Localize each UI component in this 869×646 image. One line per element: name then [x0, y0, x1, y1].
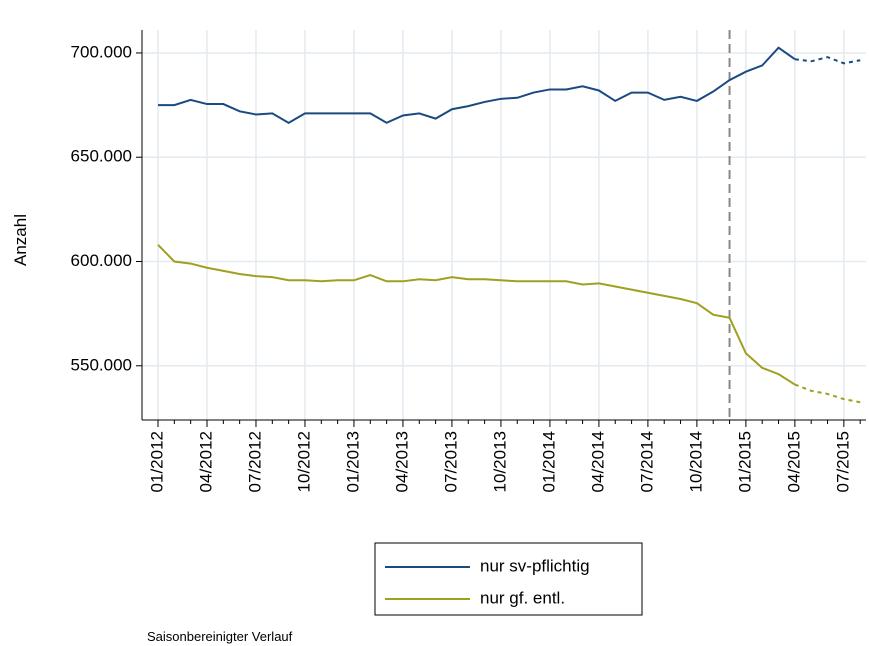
series-line [794, 383, 861, 404]
series-line [158, 46, 796, 124]
legend [374, 542, 643, 616]
x-tick-label: 01/2012 [147, 431, 166, 492]
x-tick-label: 10/2013 [490, 431, 509, 492]
x-tick-label: 07/2015 [833, 431, 852, 492]
series-line [794, 56, 861, 65]
legend-label: nur gf. entl. [480, 588, 565, 607]
x-tick-label: 10/2014 [686, 431, 705, 492]
y-tick-label: 550.000 [71, 355, 132, 374]
y-axis-title: Anzahl [11, 214, 30, 266]
legend-label: nur sv-pflichtig [480, 556, 590, 575]
x-tick-label: 04/2014 [588, 431, 607, 492]
x-tick-label: 01/2014 [539, 431, 558, 492]
x-tick-label: 04/2015 [784, 431, 803, 492]
x-tick-label: 10/2012 [294, 431, 313, 492]
x-tick-label: 04/2013 [392, 431, 411, 492]
x-tick-label: 01/2013 [343, 431, 362, 492]
y-tick-label: 700.000 [71, 42, 132, 61]
x-tick-label: 01/2015 [735, 431, 754, 492]
y-tick-label: 650.000 [71, 147, 132, 166]
footnote: Saisonbereinigter Verlauf [147, 629, 293, 644]
x-tick-label: 07/2013 [441, 431, 460, 492]
plot-area [142, 30, 866, 420]
y-tick-label: 600.000 [71, 251, 132, 270]
series-line [157, 244, 796, 386]
x-tick-label: 07/2012 [245, 431, 264, 492]
x-tick-label: 04/2012 [196, 431, 215, 492]
x-tick-label: 07/2014 [637, 431, 656, 492]
